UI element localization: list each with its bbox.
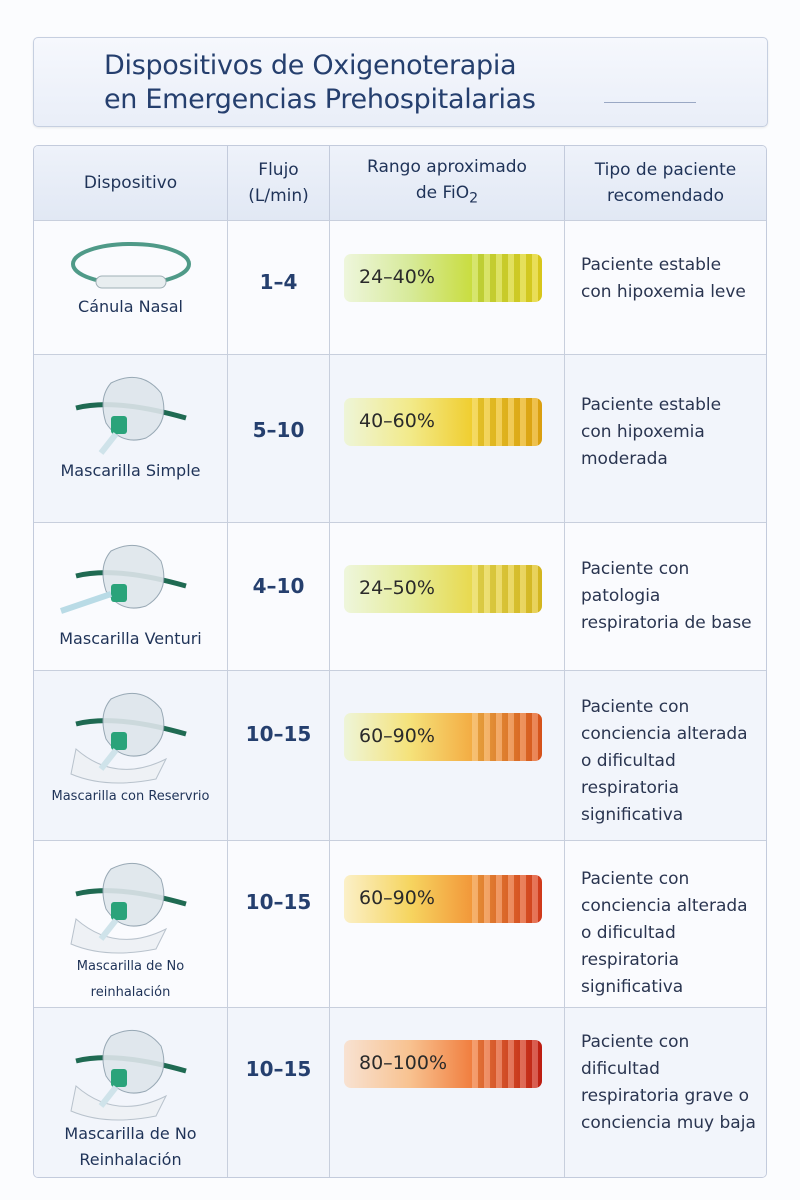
- device-name: Cánula Nasal: [78, 297, 183, 316]
- table-row: Mascarilla Venturi 4–10 24–50% Paciente con…: [34, 522, 766, 670]
- fio2-cell: 80–100%: [330, 1007, 565, 1177]
- fio2-cell: 24–40%: [330, 220, 565, 354]
- fio2-bar: 24–50%: [344, 565, 542, 613]
- header-patient: Tipo de paciente recomendado: [565, 146, 766, 220]
- fio2-bar: 60–90%: [344, 875, 542, 923]
- fio2-bar: 40–60%: [344, 398, 542, 446]
- title-line-2: en Emergencias Prehospitalarias: [104, 84, 536, 115]
- page-title: Dispositivos de Oxigenoterapia en Emerge…: [104, 49, 536, 117]
- fio2-label: de FiO: [415, 183, 470, 204]
- header-fio2-l2: de FiO2: [331, 180, 563, 211]
- flow-value: 4–10: [252, 574, 305, 598]
- non-rebreather-mask-icon: [69, 1029, 187, 1121]
- device-cell: Mascarilla de No reinhalación: [34, 840, 228, 1007]
- device-cell: Mascarilla de No Reinhalación: [34, 1007, 228, 1177]
- flow-cell: 4–10: [228, 522, 330, 670]
- patient-type: Paciente con conciencia alterada o dific…: [581, 869, 748, 997]
- flow-cell: 5–10: [228, 354, 330, 522]
- patient-cell: Paciente con conciencia alterada o dific…: [565, 840, 766, 1007]
- flow-cell: 10–15: [228, 670, 330, 840]
- table-row: Cánula Nasal 1–4 24–40% Paciente estable co…: [34, 220, 766, 354]
- flow-cell: 10–15: [228, 1007, 330, 1177]
- device-name: Mascarilla de No Reinhalación: [64, 1124, 197, 1169]
- header-row: Dispositivo Flujo (L/min) Rango aproximad…: [34, 146, 766, 220]
- device-name: Mascarilla Venturi: [59, 629, 202, 648]
- header-device: Dispositivo: [34, 146, 228, 220]
- patient-type: Paciente estable con hipoxemia moderada: [581, 395, 722, 469]
- flow-value: 10–15: [245, 1057, 312, 1081]
- table-row: Mascarilla Simple 5–10 40–60% Paciente esta…: [34, 354, 766, 522]
- flow-cell: 1–4: [228, 220, 330, 354]
- bar-stripes: [472, 1040, 542, 1088]
- fio2-value: 60–90%: [359, 725, 435, 747]
- flow-value: 10–15: [245, 722, 312, 746]
- patient-cell: Paciente con conciencia alterada o dific…: [565, 670, 766, 840]
- fio2-cell: 60–90%: [330, 670, 565, 840]
- fio2-bar: 60–90%: [344, 713, 542, 761]
- fio2-bar: 80–100%: [344, 1040, 542, 1088]
- device-name: Mascarilla Simple: [60, 461, 201, 480]
- header-flow-l2: (L/min): [248, 186, 309, 206]
- device-cell: Mascarilla con Reservrio: [34, 670, 228, 840]
- device-cell: Cánula Nasal: [34, 220, 228, 354]
- header-fio2: Rango aproximado de FiO2: [330, 146, 565, 220]
- bar-stripes: [472, 565, 542, 613]
- title-line-1: Dispositivos de Oxigenoterapia: [104, 50, 517, 81]
- bar-stripes: [472, 713, 542, 761]
- fio2-cell: 24–50%: [330, 522, 565, 670]
- device-name: Mascarilla con Reservrio: [51, 789, 210, 804]
- bar-stripes: [472, 875, 542, 923]
- table-row: Mascarilla con Reservrio 10–15 60–90% Pacie…: [34, 670, 766, 840]
- bar-stripes: [472, 398, 542, 446]
- header-flow: Flujo (L/min): [228, 146, 330, 220]
- fio2-bar: 24–40%: [344, 254, 542, 302]
- header-flow-l1: Flujo: [258, 160, 299, 180]
- venturi-mask-icon: [59, 544, 187, 614]
- table-row: Mascarilla de No reinhalación 10–15 60–90%…: [34, 840, 766, 1007]
- title-divider: [604, 102, 696, 103]
- device-cell: Mascarilla Simple: [34, 354, 228, 522]
- header-patient-l1: Tipo de paciente: [594, 160, 737, 180]
- device-name: Mascarilla de No reinhalación: [76, 959, 185, 1000]
- fio2-value: 24–50%: [359, 577, 435, 599]
- title-box: Dispositivos de Oxigenoterapia en Emerge…: [33, 37, 768, 127]
- flow-value: 1–4: [259, 270, 298, 294]
- fio2-cell: 60–90%: [330, 840, 565, 1007]
- patient-cell: Paciente estable con hipoxemia leve: [565, 220, 766, 354]
- reservoir-mask-icon: [69, 692, 187, 784]
- fio2-cell: 40–60%: [330, 354, 565, 522]
- fio2-value: 80–100%: [359, 1052, 447, 1074]
- patient-cell: Paciente con dificultad respiratoria gra…: [565, 1007, 766, 1177]
- table-row: Mascarilla de No Reinhalación 10–15 80–100…: [34, 1007, 766, 1177]
- bar-stripes: [472, 254, 542, 302]
- oxygen-devices-table: Dispositivo Flujo (L/min) Rango aproximad…: [33, 145, 767, 1178]
- flow-value: 10–15: [245, 890, 312, 914]
- header-patient-l2: recomendado: [606, 186, 725, 206]
- patient-type: Paciente estable con hipoxemia leve: [581, 255, 746, 302]
- flow-cell: 10–15: [228, 840, 330, 1007]
- fio2-subscript: 2: [469, 190, 479, 207]
- non-rebreather-mask-icon: [69, 862, 187, 954]
- fio2-value: 40–60%: [359, 410, 435, 432]
- fio2-value: 24–40%: [359, 266, 435, 288]
- patient-type: Paciente con patologia respiratoria de b…: [581, 559, 752, 633]
- device-cell: Mascarilla Venturi: [34, 522, 228, 670]
- simple-mask-icon: [74, 376, 187, 455]
- patient-type: Paciente con dificultad respiratoria gra…: [581, 1032, 756, 1133]
- header-fio2-l1: Rango aproximado: [367, 157, 527, 178]
- patient-type: Paciente con conciencia alterada o dific…: [581, 697, 748, 825]
- fio2-value: 60–90%: [359, 887, 435, 909]
- nasal-cannula-icon: [70, 242, 191, 289]
- patient-cell: Paciente con patologia respiratoria de b…: [565, 522, 766, 670]
- patient-cell: Paciente estable con hipoxemia moderada: [565, 354, 766, 522]
- flow-value: 5–10: [252, 418, 305, 442]
